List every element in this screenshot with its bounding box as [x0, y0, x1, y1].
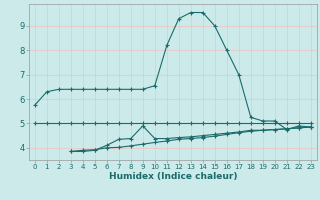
- X-axis label: Humidex (Indice chaleur): Humidex (Indice chaleur): [108, 172, 237, 181]
